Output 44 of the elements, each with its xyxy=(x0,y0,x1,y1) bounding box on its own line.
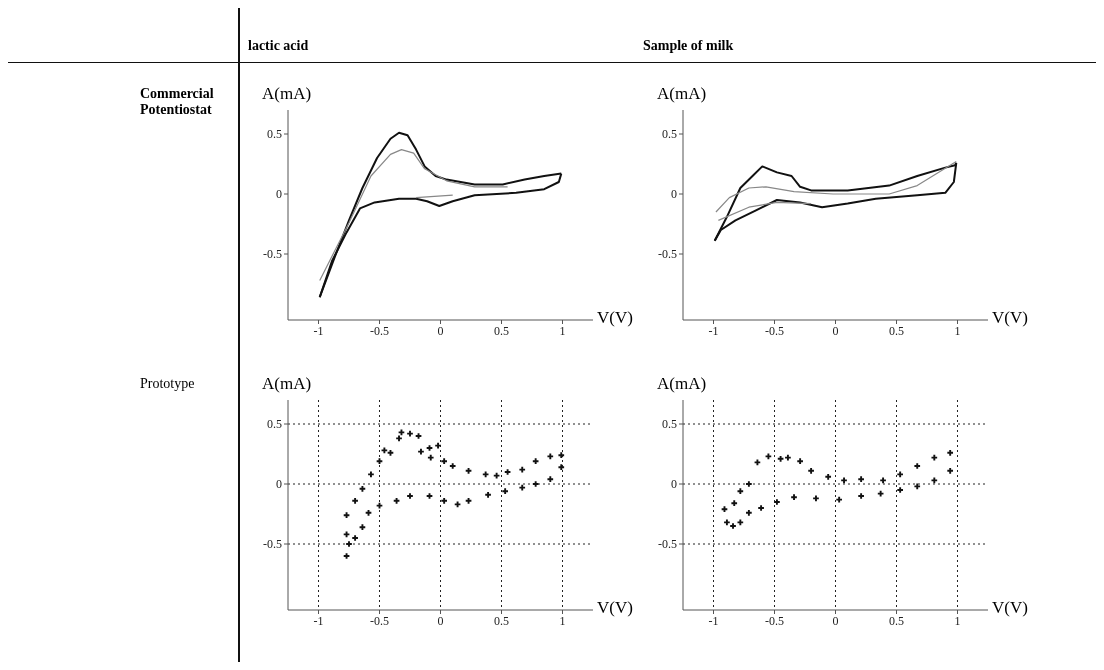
chart-title: Sample of milk xyxy=(643,38,734,54)
y-axis-title: A(mA) xyxy=(657,84,707,104)
x-tick-label: -0.5 xyxy=(765,323,784,338)
text: Prototype xyxy=(140,376,196,392)
x-tick-label: -1 xyxy=(708,613,719,628)
chart-title: lactic acid xyxy=(248,38,309,54)
y-tick-label: 0.5 xyxy=(662,417,677,432)
y-tick-label: -0.5 xyxy=(263,537,282,552)
x-tick-label: -0.5 xyxy=(765,613,784,628)
x-tick-label: 0.5 xyxy=(494,613,509,628)
y-tick-label: 0 xyxy=(276,187,282,202)
x-tick-label: 0 xyxy=(832,323,839,338)
x-tick-label: -1 xyxy=(313,323,324,338)
y-tick-label: 0.5 xyxy=(267,127,282,142)
y-tick-label: -0.5 xyxy=(263,247,282,262)
x-tick-label: -0.5 xyxy=(370,323,389,338)
y-tick-label: 0.5 xyxy=(267,417,282,432)
x-tick-label: 0.5 xyxy=(494,323,509,338)
x-tick-label: -1 xyxy=(313,613,324,628)
x-tick-label: 0.5 xyxy=(889,613,904,628)
x-tick-label: 0 xyxy=(437,613,444,628)
y-tick-label: -0.5 xyxy=(658,537,677,552)
text: Commercial Potentiostat xyxy=(140,86,215,118)
y-tick-label: 0.5 xyxy=(662,127,677,142)
x-tick-label: 0.5 xyxy=(889,323,904,338)
x-tick-label: 1 xyxy=(954,613,961,628)
y-axis-title: A(mA) xyxy=(262,84,312,104)
y-tick-label: 0 xyxy=(671,477,677,492)
x-axis-title: V(V) xyxy=(992,308,1028,328)
y-tick-label: 0 xyxy=(671,187,677,202)
x-tick-label: -1 xyxy=(708,323,719,338)
y-tick-label: 0 xyxy=(276,477,282,492)
y-axis-title: A(mA) xyxy=(657,374,707,394)
x-tick-label: -0.5 xyxy=(370,613,389,628)
x-axis-title: V(V) xyxy=(597,598,633,618)
x-tick-label: 0 xyxy=(437,323,444,338)
y-axis-title: A(mA) xyxy=(262,374,312,394)
x-tick-label: 0 xyxy=(832,613,839,628)
x-tick-label: 1 xyxy=(954,323,961,338)
x-axis-title: V(V) xyxy=(597,308,633,328)
x-tick-label: 1 xyxy=(559,613,566,628)
y-tick-label: -0.5 xyxy=(658,247,677,262)
x-axis-title: V(V) xyxy=(992,598,1028,618)
x-tick-label: 1 xyxy=(559,323,566,338)
